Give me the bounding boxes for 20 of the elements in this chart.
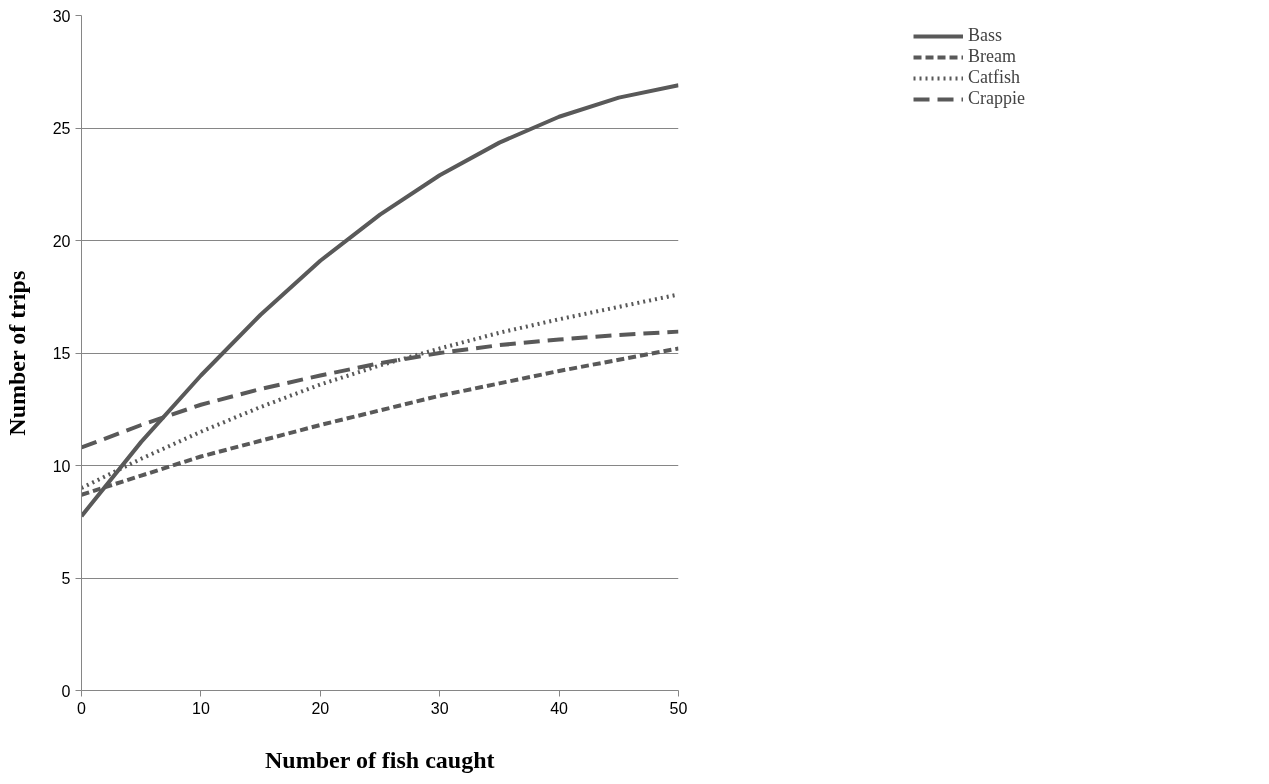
line-series [81, 83, 679, 519]
x-tick-label: 10 [192, 699, 210, 717]
legend-label: Crappie [968, 88, 1025, 109]
y-tick-label: 10 [52, 457, 71, 475]
x-tick-label: 40 [550, 699, 569, 717]
x-tick-label: 30 [430, 699, 449, 717]
legend-label: Bream [968, 46, 1016, 67]
legend-label: Catfish [968, 67, 1021, 88]
y-tick-label: 5 [61, 570, 71, 587]
y-tick-label: 25 [52, 120, 71, 137]
y-tick-label: 20 [52, 232, 71, 250]
x-tick-label: 20 [311, 699, 330, 717]
x-tick-label: 50 [669, 699, 688, 717]
x-axis-title: Number of fish caught [265, 746, 495, 773]
y-tick-label: 30 [52, 7, 71, 25]
legend-label: Bass [968, 25, 1003, 46]
y-tick-label: 15 [52, 345, 71, 362]
x-tick-label: 0 [77, 699, 87, 717]
y-tick-label: 0 [61, 682, 71, 700]
y-axis-title: Number of trips [3, 270, 30, 436]
